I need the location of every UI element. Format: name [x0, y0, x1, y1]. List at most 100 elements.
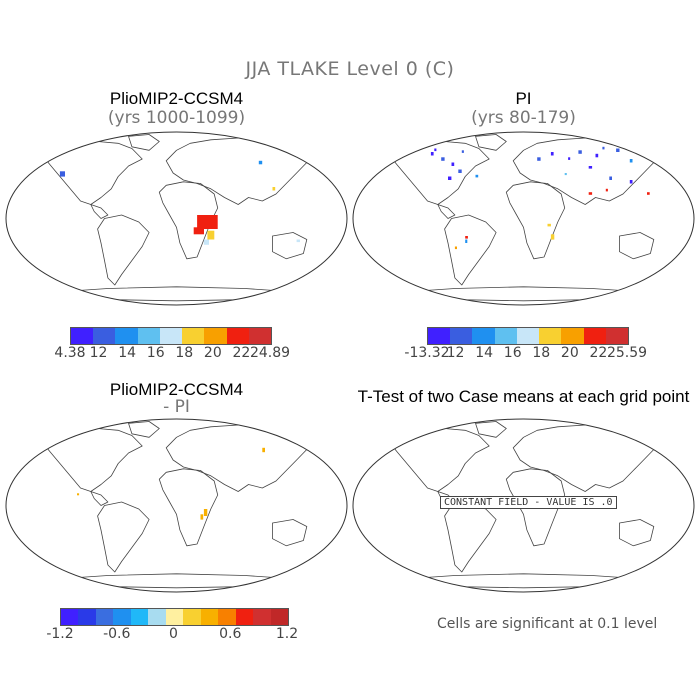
- data-cell-marker: [550, 152, 554, 156]
- colorbar-swatch: [561, 328, 584, 344]
- continent-north-america: [42, 428, 143, 492]
- colorbar-swatch: [494, 328, 517, 344]
- colorbar-bottom-left: [60, 608, 289, 626]
- data-cell-marker: [609, 176, 612, 180]
- colorbar-swatch: [78, 609, 96, 625]
- continent-australia: [619, 519, 655, 547]
- colorbar-swatch: [204, 328, 227, 344]
- colorbar-tick-label: 20: [203, 345, 222, 361]
- colorbar-swatch: [605, 328, 628, 344]
- data-cell-marker: [272, 187, 276, 191]
- colorbar-swatch: [516, 328, 540, 344]
- map-boundary: [5, 418, 348, 593]
- data-cell-marker: [296, 239, 300, 243]
- panel-title-top-left: PlioMIP2-CCSM4: [109, 89, 244, 108]
- colorbar-swatch: [200, 609, 219, 625]
- colorbar-swatch: [218, 609, 236, 625]
- data-cell-marker: [588, 192, 593, 195]
- colorbar-swatch: [183, 609, 201, 625]
- colorbar-swatch: [71, 328, 94, 344]
- map-boundary: [5, 131, 348, 306]
- continent-africa: [505, 181, 566, 260]
- continent-south-america: [444, 501, 497, 573]
- data-cell-marker: [454, 246, 457, 250]
- continent-central-america: [90, 491, 109, 506]
- colorbar-swatch: [61, 609, 79, 625]
- panel-title-bottom-left: PlioMIP2-CCSM4: [109, 380, 244, 399]
- figure-title: JJA TLAKE Level 0 (C): [245, 58, 455, 80]
- colorbar-tick-label: 0.6: [219, 626, 242, 642]
- data-cell-marker: [629, 159, 633, 163]
- data-cell-marker: [200, 514, 204, 520]
- colorbar-swatch: [472, 328, 495, 344]
- colorbar-swatch: [159, 328, 183, 344]
- colorbar-swatch: [583, 328, 606, 344]
- continent-africa: [158, 468, 219, 547]
- data-cell-marker: [434, 148, 437, 152]
- colorbar-swatch: [182, 328, 205, 344]
- constant-field-message: CONSTANT FIELD - VALUE IS .0: [440, 496, 617, 509]
- colorbar-swatch: [137, 328, 160, 344]
- colorbar-tick-label: 0: [169, 626, 178, 642]
- data-cell-marker: [602, 146, 605, 150]
- continent-africa: [158, 181, 219, 260]
- colorbar-swatch: [450, 328, 473, 344]
- colorbar-tick-label: 4.38: [54, 345, 86, 361]
- data-cell-marker: [568, 157, 571, 160]
- data-cell-marker: [605, 188, 608, 192]
- continent-australia: [272, 519, 308, 547]
- colorbar-tick-label: -1.2: [46, 626, 74, 642]
- data-cell-marker: [203, 239, 209, 245]
- panel-title-bottom-right: T-Test of two Case means at each grid po…: [357, 387, 690, 406]
- world-map-bottom-left: [5, 418, 348, 593]
- world-map-top-right: [352, 131, 695, 306]
- continent-south-america: [444, 214, 497, 286]
- colorbar-swatch: [248, 328, 271, 344]
- data-cell-marker: [647, 192, 650, 195]
- colorbar-swatch: [270, 609, 289, 625]
- continent-south-america: [97, 214, 150, 286]
- continent-north-america: [389, 428, 490, 492]
- data-cell-marker: [77, 493, 80, 496]
- colorbar-swatch: [235, 609, 254, 625]
- colorbar-labels-top-right: -13.32 12 14 16 18 20 22 25.59: [404, 345, 647, 363]
- data-cell-marker: [465, 236, 468, 239]
- colorbar-swatch: [226, 328, 249, 344]
- data-cell-marker: [595, 153, 599, 158]
- continent-central-america: [437, 204, 456, 219]
- colorbar-tick-label: 12: [446, 345, 465, 361]
- colorbar-swatch: [148, 609, 166, 625]
- colorbar-swatch: [130, 609, 149, 625]
- colorbar-top-left: [70, 327, 272, 345]
- world-map-top-left: [5, 131, 348, 306]
- colorbar-labels-bottom-left: -1.2 -0.6 0 0.6 1.2: [46, 626, 298, 644]
- panel-subtitle-bottom-left: - PI: [163, 397, 190, 417]
- data-cell-marker: [458, 169, 462, 173]
- colorbar-swatch: [95, 609, 114, 625]
- data-cell-marker: [564, 173, 567, 176]
- panel-subtitle-top-right: (yrs 80-179): [471, 108, 576, 128]
- colorbar-tick-label: 14: [118, 345, 137, 361]
- data-cell-marker: [475, 174, 479, 178]
- data-cell-marker: [430, 152, 434, 156]
- colorbar-swatch: [428, 328, 451, 344]
- data-cell-marker: [258, 160, 263, 165]
- continent-australia: [272, 232, 308, 260]
- continent-australia: [619, 232, 655, 260]
- data-cell-marker: [197, 215, 218, 229]
- data-cell-marker: [547, 223, 551, 227]
- continent-north-america: [389, 141, 490, 205]
- map-boundary: [352, 131, 695, 306]
- colorbar-tick-label: -13.32: [404, 345, 450, 361]
- panel-title-top-right: PI: [515, 89, 532, 108]
- colorbar-swatch: [539, 328, 562, 344]
- continent-central-america: [90, 204, 109, 219]
- data-cell-marker: [193, 227, 204, 235]
- colorbar-tick-label: 25.59: [606, 345, 648, 361]
- panel-subtitle-top-left: (yrs 1000-1099): [107, 108, 246, 128]
- colorbar-tick-label: 20: [560, 345, 579, 361]
- colorbar-top-right: [427, 327, 629, 345]
- colorbar-labels-top-left: 4.38 12 14 16 18 20 22 24.89: [54, 345, 290, 363]
- colorbar-swatch: [253, 609, 271, 625]
- colorbar-tick-label: 18: [532, 345, 551, 361]
